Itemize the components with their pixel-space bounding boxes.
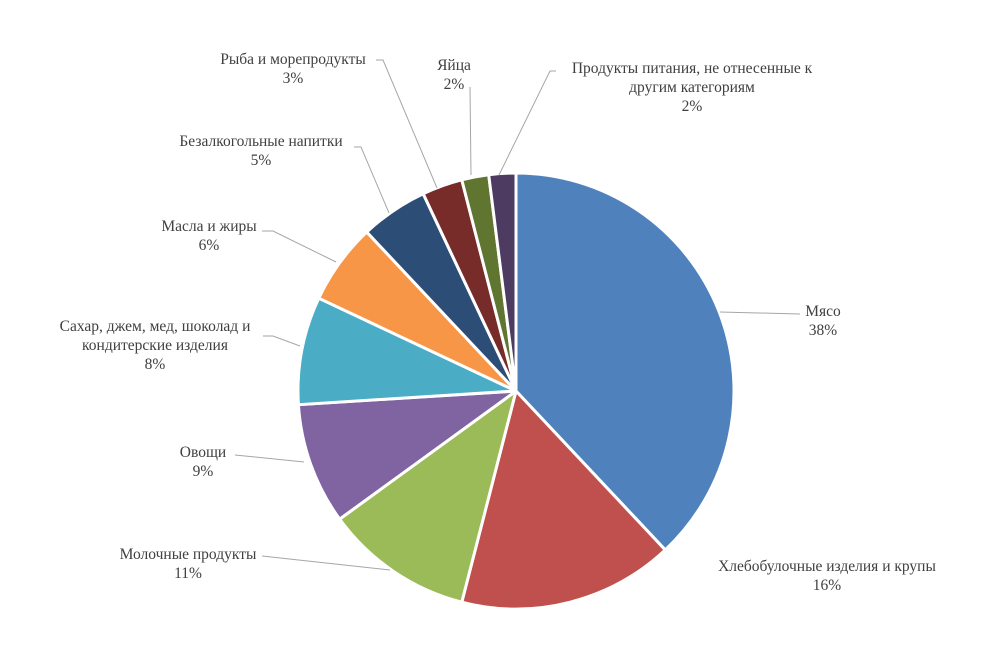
label-percent: 16% bbox=[812, 577, 842, 594]
label-name: Молочные продукты bbox=[119, 546, 257, 563]
leader-lines bbox=[234, 59, 801, 571]
label-oils-fats: Масла и жиры 6% bbox=[161, 217, 256, 255]
slice-vegetables bbox=[296, 389, 518, 521]
label-name: Хлебобулочные изделия и крупы bbox=[718, 558, 936, 575]
pie-slices bbox=[296, 171, 736, 611]
label-name: Рыба и морепродукты bbox=[220, 51, 366, 68]
slice-meat bbox=[514, 171, 736, 552]
label-name: Мясо bbox=[805, 303, 841, 320]
label-percent: 8% bbox=[144, 356, 166, 373]
label-other-food: Продукты питания, не отнесенные к другим… bbox=[572, 59, 812, 116]
leader-line bbox=[469, 86, 472, 176]
leader-line bbox=[263, 335, 301, 347]
label-bakery-cereals: Хлебобулочные изделия и крупы 16% bbox=[718, 557, 936, 595]
slice-sugar-confectionery bbox=[296, 296, 518, 407]
label-vegetables: Овощи 9% bbox=[180, 443, 226, 481]
label-name: Овощи bbox=[179, 444, 227, 461]
leader-line bbox=[376, 59, 438, 189]
leader-line bbox=[498, 70, 556, 176]
label-percent: 11% bbox=[174, 565, 202, 582]
leader-line bbox=[234, 454, 305, 463]
label-name: Яйца bbox=[437, 57, 471, 74]
leader-line bbox=[261, 555, 391, 571]
label-sugar-confectionery: Сахар, джем, мед, шоколад и кондитерские… bbox=[60, 317, 251, 374]
label-name: Безалкогольные напитки bbox=[179, 133, 343, 150]
label-name-line2: другим категориям bbox=[629, 79, 755, 96]
leader-line bbox=[719, 311, 801, 315]
label-name-line2: кондитерские изделия bbox=[82, 337, 228, 354]
leader-line bbox=[354, 146, 390, 214]
label-percent: 5% bbox=[250, 152, 272, 169]
label-name: Масла и жиры bbox=[161, 218, 257, 235]
label-fish-seafood: Рыба и морепродукты 3% bbox=[220, 50, 366, 88]
label-percent: 38% bbox=[808, 322, 838, 339]
label-eggs: Яйца 2% bbox=[437, 56, 471, 94]
label-meat: Мясо 38% bbox=[805, 302, 841, 340]
label-percent: 2% bbox=[681, 98, 703, 115]
label-percent: 3% bbox=[282, 70, 304, 87]
label-name: Продукты питания, не отнесенные к bbox=[571, 60, 813, 77]
slice-bakery-cereals bbox=[460, 389, 667, 611]
label-percent: 6% bbox=[198, 237, 220, 254]
label-percent: 9% bbox=[192, 463, 214, 480]
label-soft-drinks: Безалкогольные напитки 5% bbox=[179, 132, 342, 170]
slice-dairy bbox=[338, 389, 518, 604]
leader-line bbox=[262, 230, 337, 263]
label-name: Сахар, джем, мед, шоколад и bbox=[59, 318, 251, 335]
label-percent: 2% bbox=[443, 76, 465, 93]
slice-other-food bbox=[487, 171, 518, 393]
label-dairy: Молочные продукты 11% bbox=[120, 545, 257, 583]
